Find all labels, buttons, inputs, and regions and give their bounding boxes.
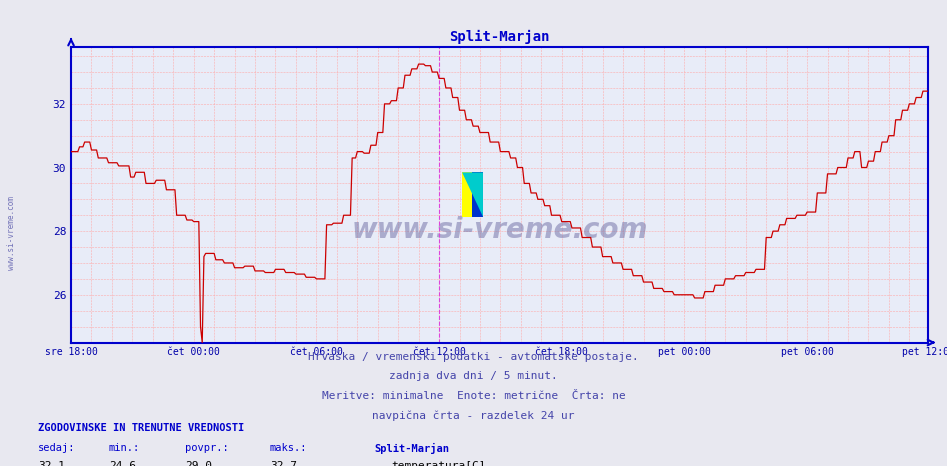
Text: zadnja dva dni / 5 minut.: zadnja dva dni / 5 minut. — [389, 371, 558, 381]
Text: maks.:: maks.: — [270, 443, 308, 452]
Text: 24,6: 24,6 — [109, 461, 136, 466]
Text: povpr.:: povpr.: — [185, 443, 228, 452]
Text: temperatura[C]: temperatura[C] — [391, 461, 486, 466]
Text: www.si-vreme.com: www.si-vreme.com — [351, 216, 648, 244]
Text: min.:: min.: — [109, 443, 140, 452]
Text: 32,1: 32,1 — [38, 461, 65, 466]
Text: Hrvaška / vremenski podatki - avtomatske postaje.: Hrvaška / vremenski podatki - avtomatske… — [308, 352, 639, 363]
Text: 32,7: 32,7 — [270, 461, 297, 466]
Text: Split-Marjan: Split-Marjan — [374, 443, 449, 454]
Text: sedaj:: sedaj: — [38, 443, 76, 452]
Title: Split-Marjan: Split-Marjan — [449, 30, 550, 44]
Text: ZGODOVINSKE IN TRENUTNE VREDNOSTI: ZGODOVINSKE IN TRENUTNE VREDNOSTI — [38, 423, 244, 433]
Text: Meritve: minimalne  Enote: metrične  Črta: ne: Meritve: minimalne Enote: metrične Črta:… — [322, 391, 625, 401]
Text: navpična črta - razdelek 24 ur: navpična črta - razdelek 24 ur — [372, 411, 575, 421]
Text: www.si-vreme.com: www.si-vreme.com — [7, 196, 16, 270]
Text: 29,0: 29,0 — [185, 461, 212, 466]
